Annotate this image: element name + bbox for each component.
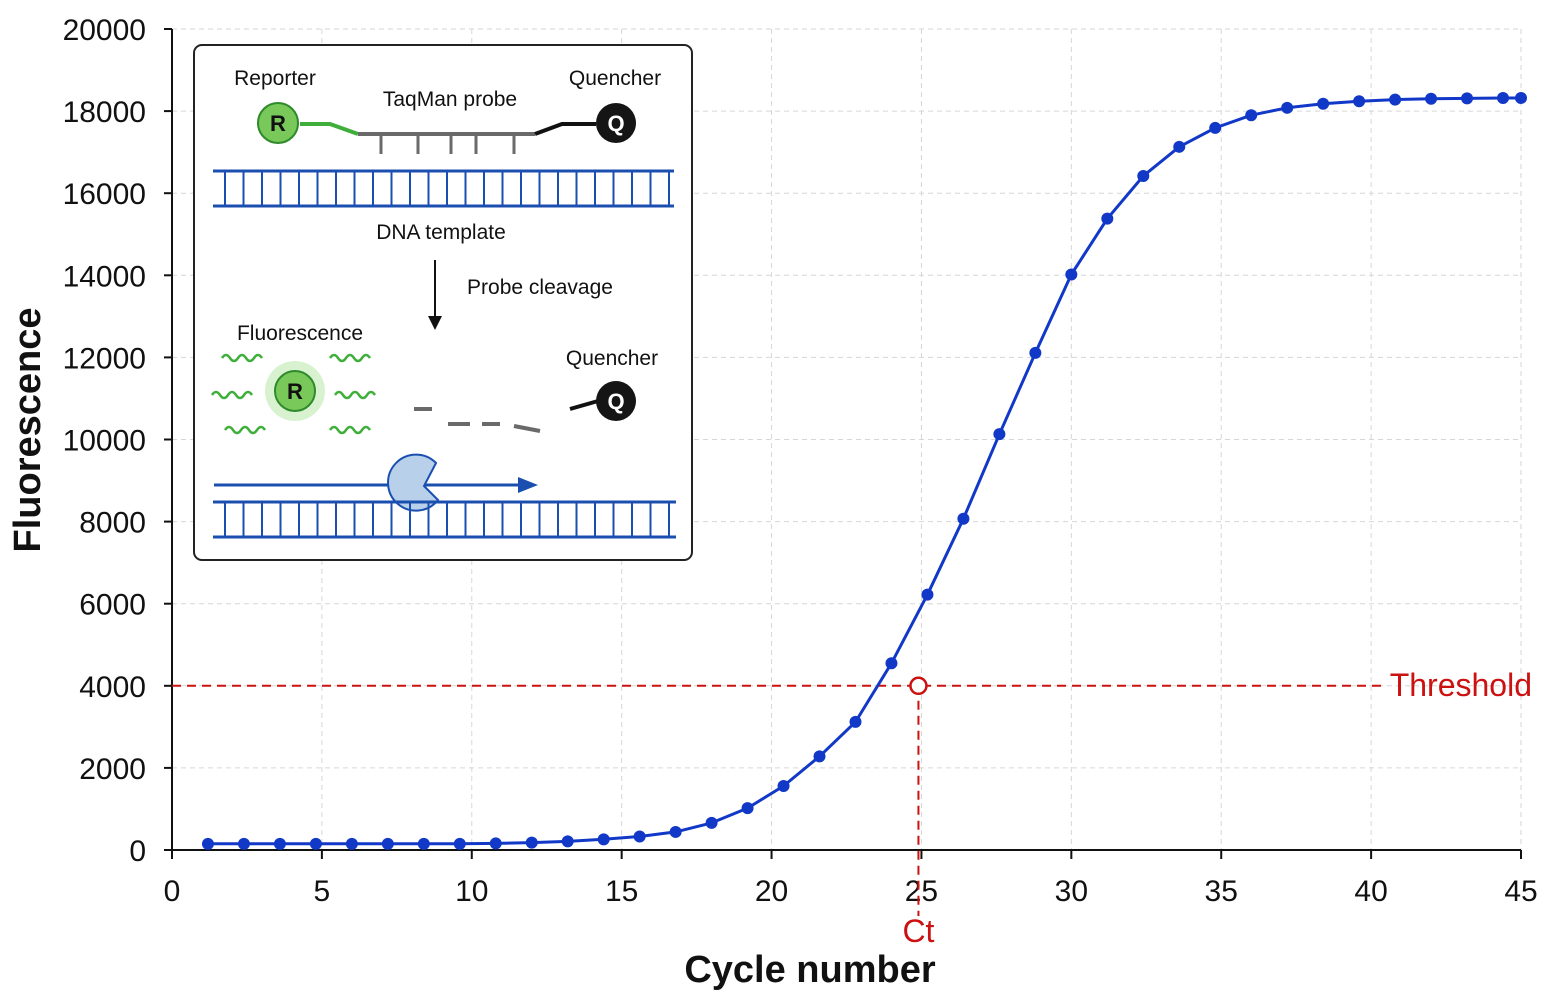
probe-linker-green: [300, 122, 359, 136]
cleaved-probe-fragments: [414, 407, 541, 433]
data-point: [1515, 91, 1527, 104]
data-point: [1317, 97, 1330, 110]
y-tick-label: 8000: [79, 507, 146, 540]
data-point: [1389, 93, 1402, 106]
quencher-released-symbol: Q: [607, 389, 624, 414]
data-point: [633, 830, 646, 843]
data-point: [885, 657, 898, 670]
extension-arrowhead: [518, 477, 538, 493]
reporter-released-symbol: R: [287, 379, 303, 404]
data-point: [1209, 121, 1222, 134]
data-point: [525, 836, 538, 849]
y-tick-label: 18000: [63, 96, 146, 129]
y-tick-label: 4000: [79, 671, 146, 704]
data-point: [489, 837, 502, 850]
x-tick-label: 15: [605, 875, 638, 908]
data-point: [993, 428, 1006, 441]
data-point: [957, 512, 970, 525]
data-point: [381, 837, 394, 850]
quencher-released-linker: [569, 399, 599, 411]
threshold-label: Threshold: [1390, 667, 1532, 703]
x-tick-label: 10: [455, 875, 488, 908]
data-point: [1065, 268, 1078, 281]
data-point: [813, 750, 826, 763]
y-tick-label: 14000: [63, 260, 146, 293]
x-tick-label: 40: [1354, 875, 1387, 908]
y-tick-label: 10000: [63, 425, 146, 458]
data-point: [1353, 95, 1366, 108]
reporter-label: Reporter: [234, 67, 316, 90]
quencher-label-top: Quencher: [569, 67, 661, 90]
data-point: [417, 837, 430, 850]
reporter-symbol: R: [270, 111, 286, 136]
amplification-series: [201, 91, 1527, 850]
data-point: [741, 802, 754, 815]
data-point: [1029, 346, 1042, 359]
probe-label: TaqMan probe: [383, 88, 517, 111]
x-tick-label: 25: [905, 875, 938, 908]
data-point: [849, 715, 862, 728]
emission-waves-icon: [210, 353, 377, 435]
data-point: [777, 779, 790, 792]
y-tick-label: 20000: [63, 14, 146, 47]
data-point: [1245, 109, 1258, 122]
y-axis-ticks: 0 2000 4000 6000 8000 10000 12000 14000 16000 180…: [63, 14, 172, 868]
data-point: [345, 837, 358, 850]
quencher-icon: [596, 103, 636, 143]
y-tick-label: 6000: [79, 589, 146, 622]
x-tick-label: 30: [1055, 875, 1088, 908]
x-tick-label: 5: [314, 875, 331, 908]
y-tick-label: 12000: [63, 342, 146, 375]
data-point: [201, 837, 214, 850]
data-point: [1497, 91, 1510, 104]
data-point: [1461, 92, 1474, 105]
data-point: [1425, 92, 1438, 105]
x-axis-ticks: 0 5 10 15 20 25 30 35 40 45: [164, 850, 1538, 908]
data-point: [1173, 140, 1186, 153]
ct-intersection-marker: [909, 676, 928, 696]
data-point: [273, 837, 286, 850]
probe-linker-black: [534, 122, 596, 136]
data-point: [597, 833, 610, 846]
data-point: [309, 837, 322, 850]
x-tick-label: 0: [164, 875, 181, 908]
data-point: [705, 816, 718, 829]
x-tick-label: 45: [1504, 875, 1537, 908]
x-tick-label: 35: [1205, 875, 1238, 908]
data-point: [1281, 101, 1294, 114]
data-point: [237, 837, 250, 850]
y-tick-label: 2000: [79, 753, 146, 786]
x-axis-title: Cycle number: [684, 949, 936, 991]
data-point: [1101, 212, 1114, 225]
data-point: [1137, 169, 1150, 182]
dna-template-icon: [213, 169, 674, 208]
y-tick-label: 16000: [63, 178, 146, 211]
taqman-inset: Reporter TaqMan probe Quencher R Q DNA t…: [193, 44, 693, 561]
reporter-released-icon: [274, 370, 316, 412]
y-tick-label: 0: [129, 835, 146, 868]
data-point: [453, 837, 466, 850]
probe-bases: [379, 134, 516, 154]
quencher-label-bottom: Quencher: [566, 347, 658, 370]
reporter-icon: [257, 102, 299, 144]
ct-label: Ct: [902, 913, 934, 949]
data-point: [921, 588, 934, 601]
step-label: Probe cleavage: [467, 276, 613, 299]
data-point: [561, 835, 574, 848]
fluorescence-label: Fluorescence: [237, 322, 363, 345]
data-point: [669, 825, 682, 838]
step-arrowhead: [428, 316, 442, 330]
template-label: DNA template: [376, 221, 506, 244]
x-tick-label: 20: [755, 875, 788, 908]
quencher-released-icon: [596, 381, 636, 421]
y-axis-title: Fluorescence: [7, 308, 49, 553]
threshold-line: [172, 684, 1386, 916]
quencher-symbol: Q: [607, 111, 624, 136]
dna-template-bottom-icon: [213, 500, 676, 539]
